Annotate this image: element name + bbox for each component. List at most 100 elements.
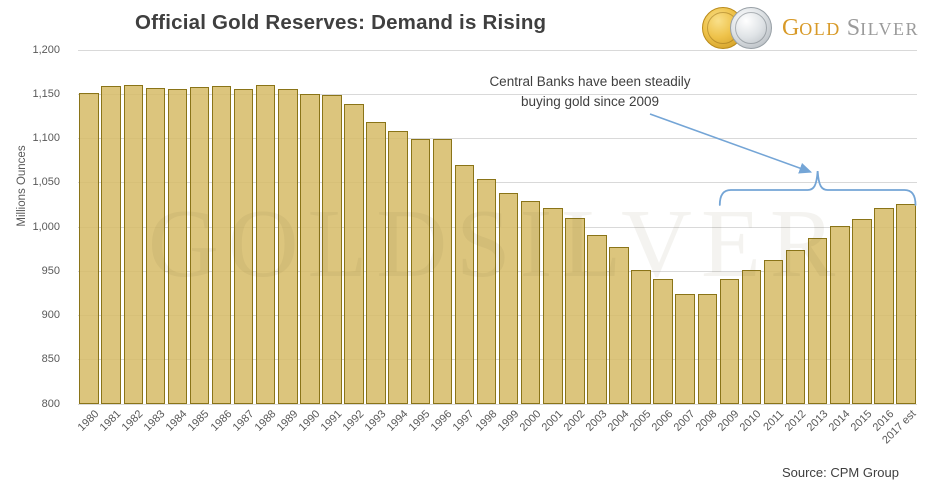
- bar-1993: [366, 121, 386, 404]
- x-tick-label-1990: 1990: [296, 408, 323, 434]
- x-tick-label-1999: 1999: [495, 408, 521, 434]
- y-tick-label: 1,200: [32, 43, 60, 56]
- x-tick-label-2009: 2009: [715, 408, 742, 434]
- gridline-950: [78, 270, 917, 272]
- logo-gold-rest: OLD: [799, 18, 841, 39]
- bar-2012: [785, 250, 806, 404]
- gridline-1150: [78, 93, 917, 95]
- x-tick-label-2005: 2005: [627, 408, 654, 434]
- x-tick-label-2011: 2011: [760, 408, 786, 434]
- bar-2016: [874, 208, 894, 404]
- bar-1997: [454, 165, 475, 404]
- y-tick-label: 850: [41, 353, 60, 366]
- source-credit: Source: CPM Group: [781, 465, 899, 480]
- silver-coin-icon: [729, 7, 772, 49]
- y-tick-label: 1,000: [32, 220, 60, 233]
- bar-1990: [300, 94, 320, 405]
- bar-1985: [189, 87, 210, 404]
- x-tick-label-1984: 1984: [164, 408, 190, 434]
- annotation-line-1: Central Banks have been steadily: [489, 74, 691, 89]
- x-tick-label-2007: 2007: [671, 408, 698, 434]
- x-tick-label-1988: 1988: [252, 408, 279, 434]
- bar-1989: [278, 88, 298, 404]
- x-tick-label-2004: 2004: [605, 408, 632, 434]
- x-tick-label-1996: 1996: [428, 408, 455, 434]
- x-tick-label-2012: 2012: [782, 408, 809, 434]
- bar-2001: [543, 208, 563, 404]
- bar-2014: [830, 226, 850, 404]
- x-tick-label-1986: 1986: [208, 408, 234, 434]
- bar-2011: [763, 259, 784, 404]
- x-tick-label-1995: 1995: [406, 408, 433, 434]
- bar-2017-est: [896, 204, 916, 404]
- bar-2004: [609, 246, 629, 404]
- bar-2015: [852, 219, 872, 404]
- gridline-850: [78, 359, 917, 361]
- y-tick-label: 1,100: [32, 132, 60, 144]
- x-tick-label-1994: 1994: [384, 408, 411, 434]
- bar-1982: [123, 84, 143, 404]
- bar-2010: [741, 269, 762, 404]
- x-tick-label-1983: 1983: [141, 408, 168, 434]
- bar-1988: [255, 84, 276, 404]
- x-tick-label-2013: 2013: [804, 408, 831, 434]
- bar-1992: [344, 104, 364, 404]
- gridline-800: [78, 403, 917, 405]
- bar-2003: [587, 235, 607, 404]
- y-tick-label: 800: [41, 397, 60, 410]
- gridline-1050: [78, 182, 917, 184]
- bar-1984: [167, 88, 188, 404]
- bar-2009: [719, 279, 740, 404]
- x-tick-label-2002: 2002: [561, 408, 588, 434]
- x-tick-label-1993: 1993: [362, 408, 389, 434]
- bar-1980: [79, 92, 99, 404]
- bar-1987: [233, 88, 254, 404]
- bar-1983: [145, 88, 165, 404]
- chart-title: Official Gold Reserves: Demand is Rising: [135, 11, 547, 34]
- y-tick-label: 1,050: [32, 176, 60, 189]
- x-tick-label-2003: 2003: [583, 408, 610, 434]
- bar-1994: [388, 130, 408, 404]
- logo-silver-rest: ILVER: [860, 18, 919, 39]
- annotation-arrow-icon: [649, 113, 813, 174]
- x-tick-label-2015: 2015: [848, 408, 875, 434]
- bar-2008: [697, 294, 717, 404]
- x-tick-label-1981: 1981: [97, 408, 124, 434]
- bar-1986: [211, 86, 232, 404]
- logo-silver-initial: S: [846, 14, 861, 41]
- bar-2002: [565, 218, 585, 404]
- x-tick-label-1998: 1998: [473, 408, 499, 434]
- bar-1999: [498, 192, 519, 404]
- gridline-1100: [78, 138, 917, 139]
- x-tick-label-2006: 2006: [649, 408, 676, 434]
- annotation-line-2: buying gold since 2009: [520, 94, 660, 109]
- x-tick-label-1991: 1991: [318, 408, 345, 434]
- x-tick-label-2014: 2014: [826, 408, 853, 434]
- y-tick-label: 900: [41, 309, 60, 321]
- bar-1998: [476, 179, 497, 404]
- x-tick-label-1997: 1997: [451, 408, 477, 434]
- gridline-900: [78, 315, 917, 316]
- bar-2013: [807, 237, 828, 404]
- goldsilver-logo[interactable]: GOLD SILVER: [701, 6, 919, 50]
- y-tick-label: 950: [41, 264, 60, 277]
- x-tick-label-1980: 1980: [75, 408, 102, 434]
- bar-1996: [432, 139, 453, 404]
- bar-1981: [101, 86, 121, 404]
- bar-1995: [410, 139, 430, 404]
- bar-2000: [520, 201, 541, 404]
- annotation-text: Central Banks have been steadily buying …: [440, 72, 740, 112]
- y-tick-label: 1,150: [32, 87, 60, 100]
- x-tick-label-1985: 1985: [186, 408, 212, 434]
- x-tick-label-2008: 2008: [693, 408, 720, 434]
- x-tick-label-2001: 2001: [539, 408, 566, 434]
- bar-1991: [322, 95, 342, 404]
- bar-2005: [631, 269, 651, 404]
- bar-2007: [675, 294, 695, 404]
- x-tick-label-2010: 2010: [738, 408, 764, 434]
- logo-wordmark: GOLD SILVER: [782, 15, 919, 42]
- bar-2006: [653, 279, 673, 404]
- x-tick-label-1982: 1982: [119, 408, 146, 434]
- gridline-1200: [78, 49, 917, 51]
